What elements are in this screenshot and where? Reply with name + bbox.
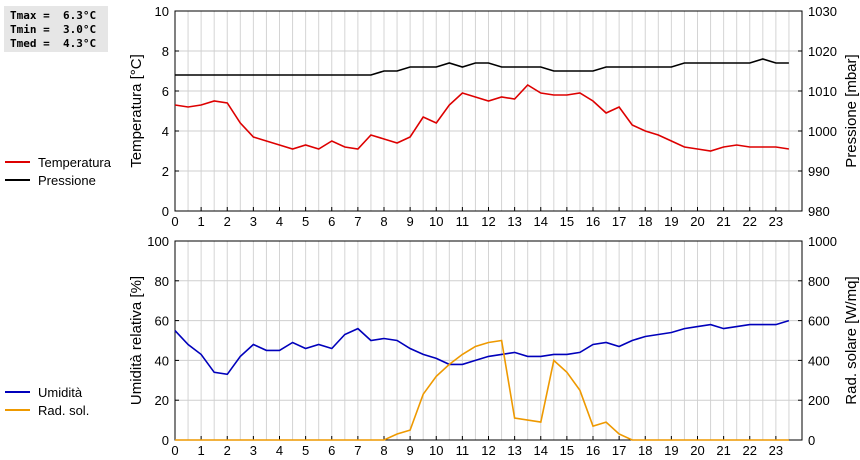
panel2-x-tick-label: 12: [481, 443, 495, 458]
panel1-x-tick-label: 8: [380, 214, 387, 229]
panel2-series-0-line: [174, 319, 790, 376]
panel1-x-tick-label: 15: [560, 214, 574, 229]
panel1-yl-tick-label: 10: [155, 4, 169, 19]
panel2-series-1-line: [175, 339, 789, 441]
panel1-x-tick-label: 4: [276, 214, 283, 229]
panel2-x-tick-label: 13: [507, 443, 521, 458]
panel2-x-tick-label: 2: [224, 443, 231, 458]
panel1-x-tick-label: 17: [612, 214, 626, 229]
stat-tmin: Tmin = 3.0°C: [10, 23, 97, 36]
panel1-x-tick-label: 2: [224, 214, 231, 229]
panel2-yr-tick-label: 600: [808, 314, 830, 329]
panel1-yl-tick-label: 2: [162, 164, 169, 179]
panel1-x-tick-label: 0: [171, 214, 178, 229]
panel2-x-tick-label: 22: [743, 443, 757, 458]
panel1-x-tick-label: 20: [690, 214, 704, 229]
panel2-x-tick-label: 20: [690, 443, 704, 458]
panel2-x-tick-label: 15: [560, 443, 574, 458]
panel1-x-tick-label: 22: [743, 214, 757, 229]
panel1-x-tick-label: 3: [250, 214, 257, 229]
panel1-x-tick-label: 21: [716, 214, 730, 229]
panel1-yr-tick-label: 1000: [808, 124, 837, 139]
panel2-x-tick-label: 7: [354, 443, 361, 458]
panel1-yr-tick-label: 990: [808, 164, 830, 179]
panel2-yr-tick-label: 1000: [808, 234, 837, 249]
panel2-x-tick-label: 6: [328, 443, 335, 458]
panel1-yl-tick-label: 6: [162, 84, 169, 99]
stat-tmax: Tmax = 6.3°C: [10, 9, 97, 22]
panel1-x-tick-label: 12: [481, 214, 495, 229]
panel1-yr-tick-label: 1010: [808, 84, 837, 99]
panel2-yl-tick-label: 100: [147, 234, 169, 249]
stat-tmed: Tmed = 4.3°C: [10, 37, 97, 50]
panel2-x-tick-label: 14: [534, 443, 548, 458]
panel1-x-tick-label: 11: [456, 214, 470, 229]
panel2-yr-tick-label: 400: [808, 353, 830, 368]
panel1-x-tick-label: 19: [664, 214, 678, 229]
panel2-yr-tick-label: 800: [808, 274, 830, 289]
panel1-x-tick-label: 1: [198, 214, 205, 229]
panel1-x-tick-label: 13: [507, 214, 521, 229]
panel1-yl-tick-label: 8: [162, 44, 169, 59]
panel1-x-tick-label: 9: [407, 214, 414, 229]
panel1-x-tick-label: 18: [638, 214, 652, 229]
panel2-x-tick-label: 9: [407, 443, 414, 458]
panel2-x-tick-label: 19: [664, 443, 678, 458]
panel1-x-tick-label: 7: [354, 214, 361, 229]
panel2-x-tick-label: 23: [769, 443, 783, 458]
panel2-yl-tick-label: 40: [155, 353, 169, 368]
panel1-yr-tick-label: 1020: [808, 44, 837, 59]
panel1-x-tick-label: 5: [302, 214, 309, 229]
panel2-yl-tick-label: 80: [155, 274, 169, 289]
panel2-yr-tick-label: 200: [808, 393, 830, 408]
panel2-x-tick-label: 21: [716, 443, 730, 458]
panel1-x-tick-label: 23: [769, 214, 783, 229]
panel2-x-tick-label: 1: [198, 443, 205, 458]
panel2-x-tick-label: 17: [612, 443, 626, 458]
panel2-x-tick-label: 16: [586, 443, 600, 458]
panel2-ylabel-left: Umidità relativa [%]: [128, 276, 145, 405]
panel1-yr-tick-label: 980: [808, 204, 830, 219]
panel1-legend-label-1: Pressione: [38, 173, 96, 188]
panel1-legend-label-0: Temperatura: [38, 155, 112, 170]
panel1-yl-tick-label: 0: [162, 204, 169, 219]
panel1-series-0-line: [174, 83, 790, 152]
panel2-legend-label-1: Rad. sol.: [38, 403, 89, 418]
panel1-series-1-line: [175, 58, 789, 76]
panel1-ylabel-left: Temperatura [°C]: [128, 54, 145, 168]
panel2-x-tick-label: 3: [250, 443, 257, 458]
panel1-x-tick-label: 16: [586, 214, 600, 229]
panel2-x-tick-label: 11: [456, 443, 470, 458]
panel1-x-tick-label: 10: [429, 214, 443, 229]
panel2-yl-tick-label: 20: [155, 393, 169, 408]
panel2-x-tick-label: 18: [638, 443, 652, 458]
panel2-yl-tick-label: 60: [155, 314, 169, 329]
panel2-x-tick-label: 5: [302, 443, 309, 458]
panel2-x-tick-label: 10: [429, 443, 443, 458]
panel2-yl-tick-label: 0: [162, 433, 169, 448]
panel2-x-tick-label: 4: [276, 443, 283, 458]
panel2-x-tick-label: 8: [380, 443, 387, 458]
panel2-legend-label-0: Umidità: [38, 385, 83, 400]
stats-box: Tmax = 6.3°C Tmin = 3.0°C Tmed = 4.3°C: [4, 6, 108, 52]
panel2-x-tick-label: 0: [171, 443, 178, 458]
panel1-yr-tick-label: 1030: [808, 4, 837, 19]
panel1-yl-tick-label: 4: [162, 124, 169, 139]
panel1-x-tick-label: 6: [328, 214, 335, 229]
panel1-x-tick-label: 14: [534, 214, 548, 229]
panel1-ylabel-right: Pressione [mbar]: [843, 54, 860, 167]
panel2-ylabel-right: Rad. solare [W/mq]: [843, 276, 860, 404]
panel2-yr-tick-label: 0: [808, 433, 815, 448]
